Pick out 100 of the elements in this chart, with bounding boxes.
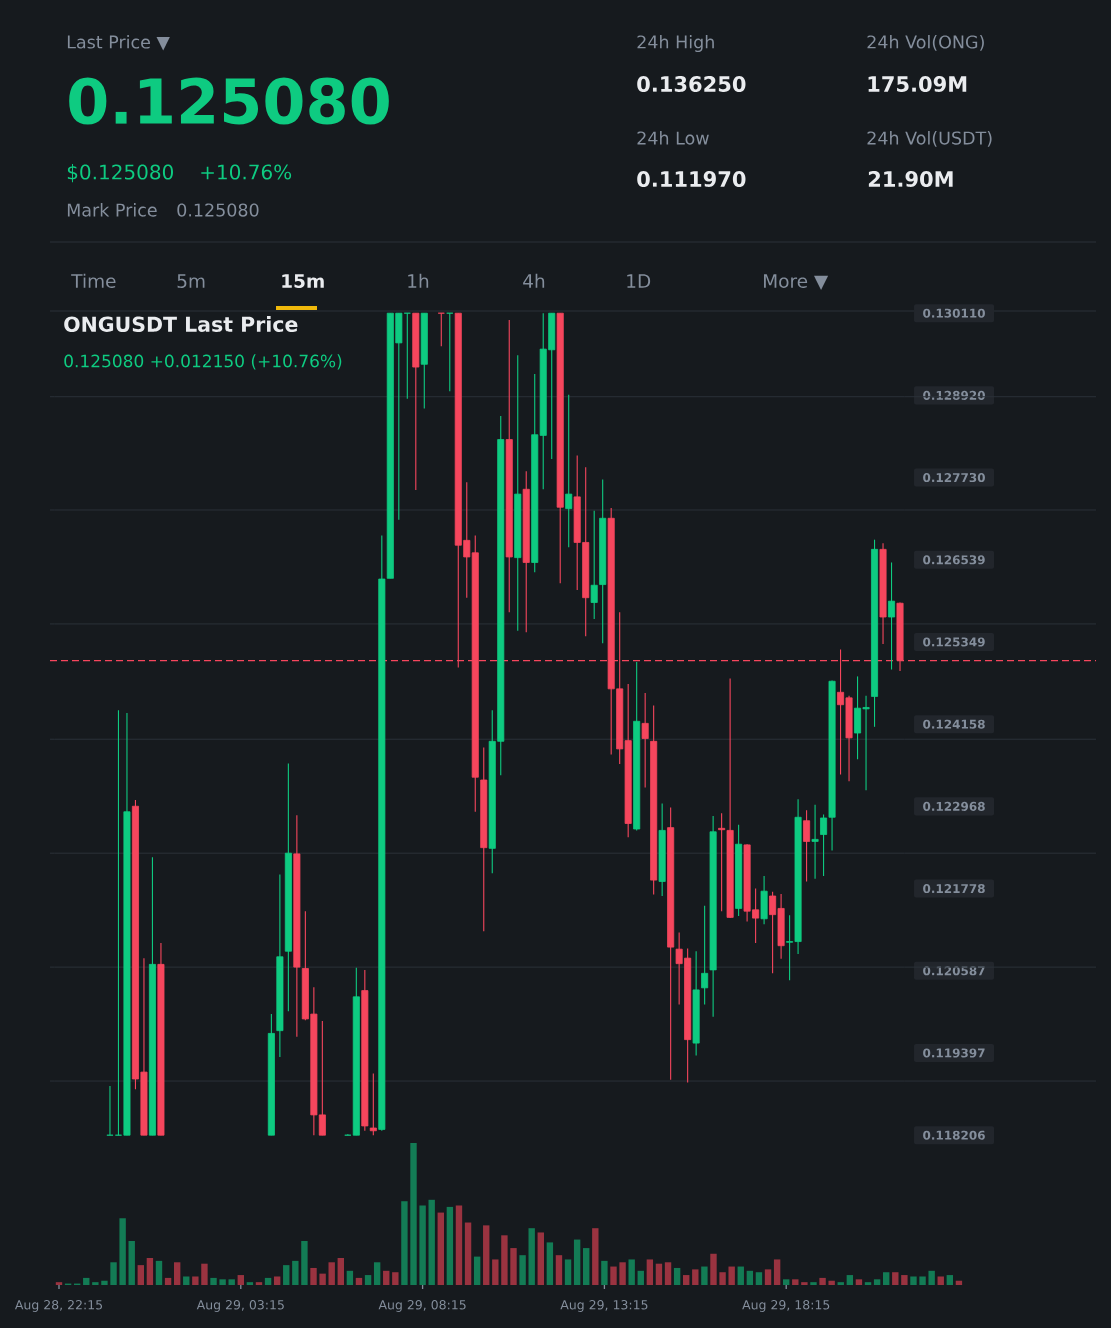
text: +10.76% <box>201 164 292 180</box>
bar <box>910 1276 917 1285</box>
y-tick-label: 0.128920 <box>923 390 985 400</box>
bar <box>746 1270 754 1285</box>
bar <box>637 1270 644 1285</box>
bar <box>673 1267 681 1285</box>
bar <box>301 1240 308 1285</box>
bar <box>692 1269 699 1285</box>
y-tick-label: 0.125349 <box>923 637 985 647</box>
x-tick-label: Aug 28, 22:15 <box>14 1300 103 1312</box>
bar <box>537 1232 544 1285</box>
bar <box>892 1272 899 1285</box>
text: 4h <box>523 273 545 288</box>
bar <box>246 1282 254 1285</box>
bar <box>355 1277 363 1285</box>
text: Last Price ▼ <box>67 35 170 51</box>
candlestick <box>718 812 726 912</box>
bar <box>946 1275 954 1285</box>
text: 0.111970 <box>637 171 746 187</box>
bar <box>119 1218 126 1285</box>
bar <box>792 1279 799 1285</box>
bar <box>255 1282 263 1285</box>
bar <box>901 1275 908 1285</box>
bar <box>501 1235 508 1285</box>
bar <box>373 1262 381 1285</box>
bar <box>683 1275 690 1285</box>
text: 1h <box>408 273 429 288</box>
chart-title: ONGUSDT Last Price <box>64 316 298 332</box>
bar <box>146 1258 154 1285</box>
bar <box>564 1259 572 1285</box>
bar <box>383 1270 390 1285</box>
text: Time <box>71 273 116 288</box>
bar <box>737 1266 744 1285</box>
y-tick-label: 0.118206 <box>923 1130 985 1140</box>
candlestick <box>811 804 819 880</box>
bar <box>337 1258 344 1285</box>
bar <box>201 1263 208 1285</box>
candlestick <box>565 394 573 548</box>
bar <box>410 1143 417 1285</box>
y-tick-label: 0.119397 <box>923 1048 985 1058</box>
bar <box>655 1263 663 1285</box>
bar <box>55 1282 63 1285</box>
text: 15m <box>282 274 324 288</box>
text: 24h Low <box>637 131 709 145</box>
y-tick-label: 0.126539 <box>923 555 985 565</box>
bar <box>273 1276 281 1285</box>
bar <box>446 1206 454 1285</box>
bar <box>92 1282 99 1285</box>
candlestick <box>369 1072 377 1136</box>
bar <box>519 1255 526 1285</box>
text: Mark Price <box>67 203 157 217</box>
y-tick-label: 0.127730 <box>923 473 985 483</box>
bar <box>883 1272 890 1285</box>
bar <box>319 1273 326 1285</box>
bar <box>755 1272 763 1285</box>
bar <box>210 1277 217 1285</box>
bar <box>437 1212 444 1285</box>
text: 24h High <box>637 35 714 53</box>
bar <box>919 1276 926 1285</box>
bar <box>155 1260 163 1285</box>
bar <box>846 1275 854 1285</box>
bar <box>128 1240 135 1285</box>
bar <box>619 1262 626 1285</box>
bar <box>419 1205 426 1285</box>
text: 175.09M <box>868 76 967 92</box>
bar <box>855 1279 863 1285</box>
bar <box>237 1275 244 1285</box>
bar <box>583 1248 590 1285</box>
bar <box>710 1253 717 1285</box>
bar <box>292 1260 299 1285</box>
candlestick <box>803 809 811 883</box>
text: More ▼ <box>764 274 829 291</box>
bar <box>783 1279 790 1285</box>
bar <box>428 1199 435 1285</box>
bar <box>928 1270 935 1285</box>
bar <box>937 1276 944 1285</box>
text: 0.125080 <box>177 203 259 217</box>
x-tick-label: Aug 29, 08:15 <box>378 1300 466 1312</box>
bar <box>455 1205 463 1285</box>
x-tick-label: Aug 29, 03:15 <box>196 1300 284 1312</box>
bar <box>592 1228 599 1285</box>
bar <box>110 1262 117 1285</box>
bar <box>819 1277 826 1285</box>
x-tick-label: Aug 29, 13:15 <box>560 1300 648 1312</box>
bar <box>546 1242 554 1285</box>
bar <box>310 1267 317 1285</box>
y-tick-label: 0.121778 <box>923 884 985 894</box>
bar <box>219 1279 226 1285</box>
text: 0.125080 <box>69 77 389 125</box>
y-tick-label: 0.130110 <box>923 308 985 318</box>
bar <box>828 1280 835 1285</box>
bar <box>83 1277 90 1285</box>
bar <box>801 1282 808 1285</box>
bar <box>492 1259 499 1285</box>
bar <box>183 1276 190 1285</box>
y-tick-label: 0.120587 <box>923 966 985 976</box>
bar <box>528 1228 535 1285</box>
bar <box>464 1222 472 1285</box>
text: $0.125080 <box>67 164 173 183</box>
bar <box>837 1282 844 1285</box>
